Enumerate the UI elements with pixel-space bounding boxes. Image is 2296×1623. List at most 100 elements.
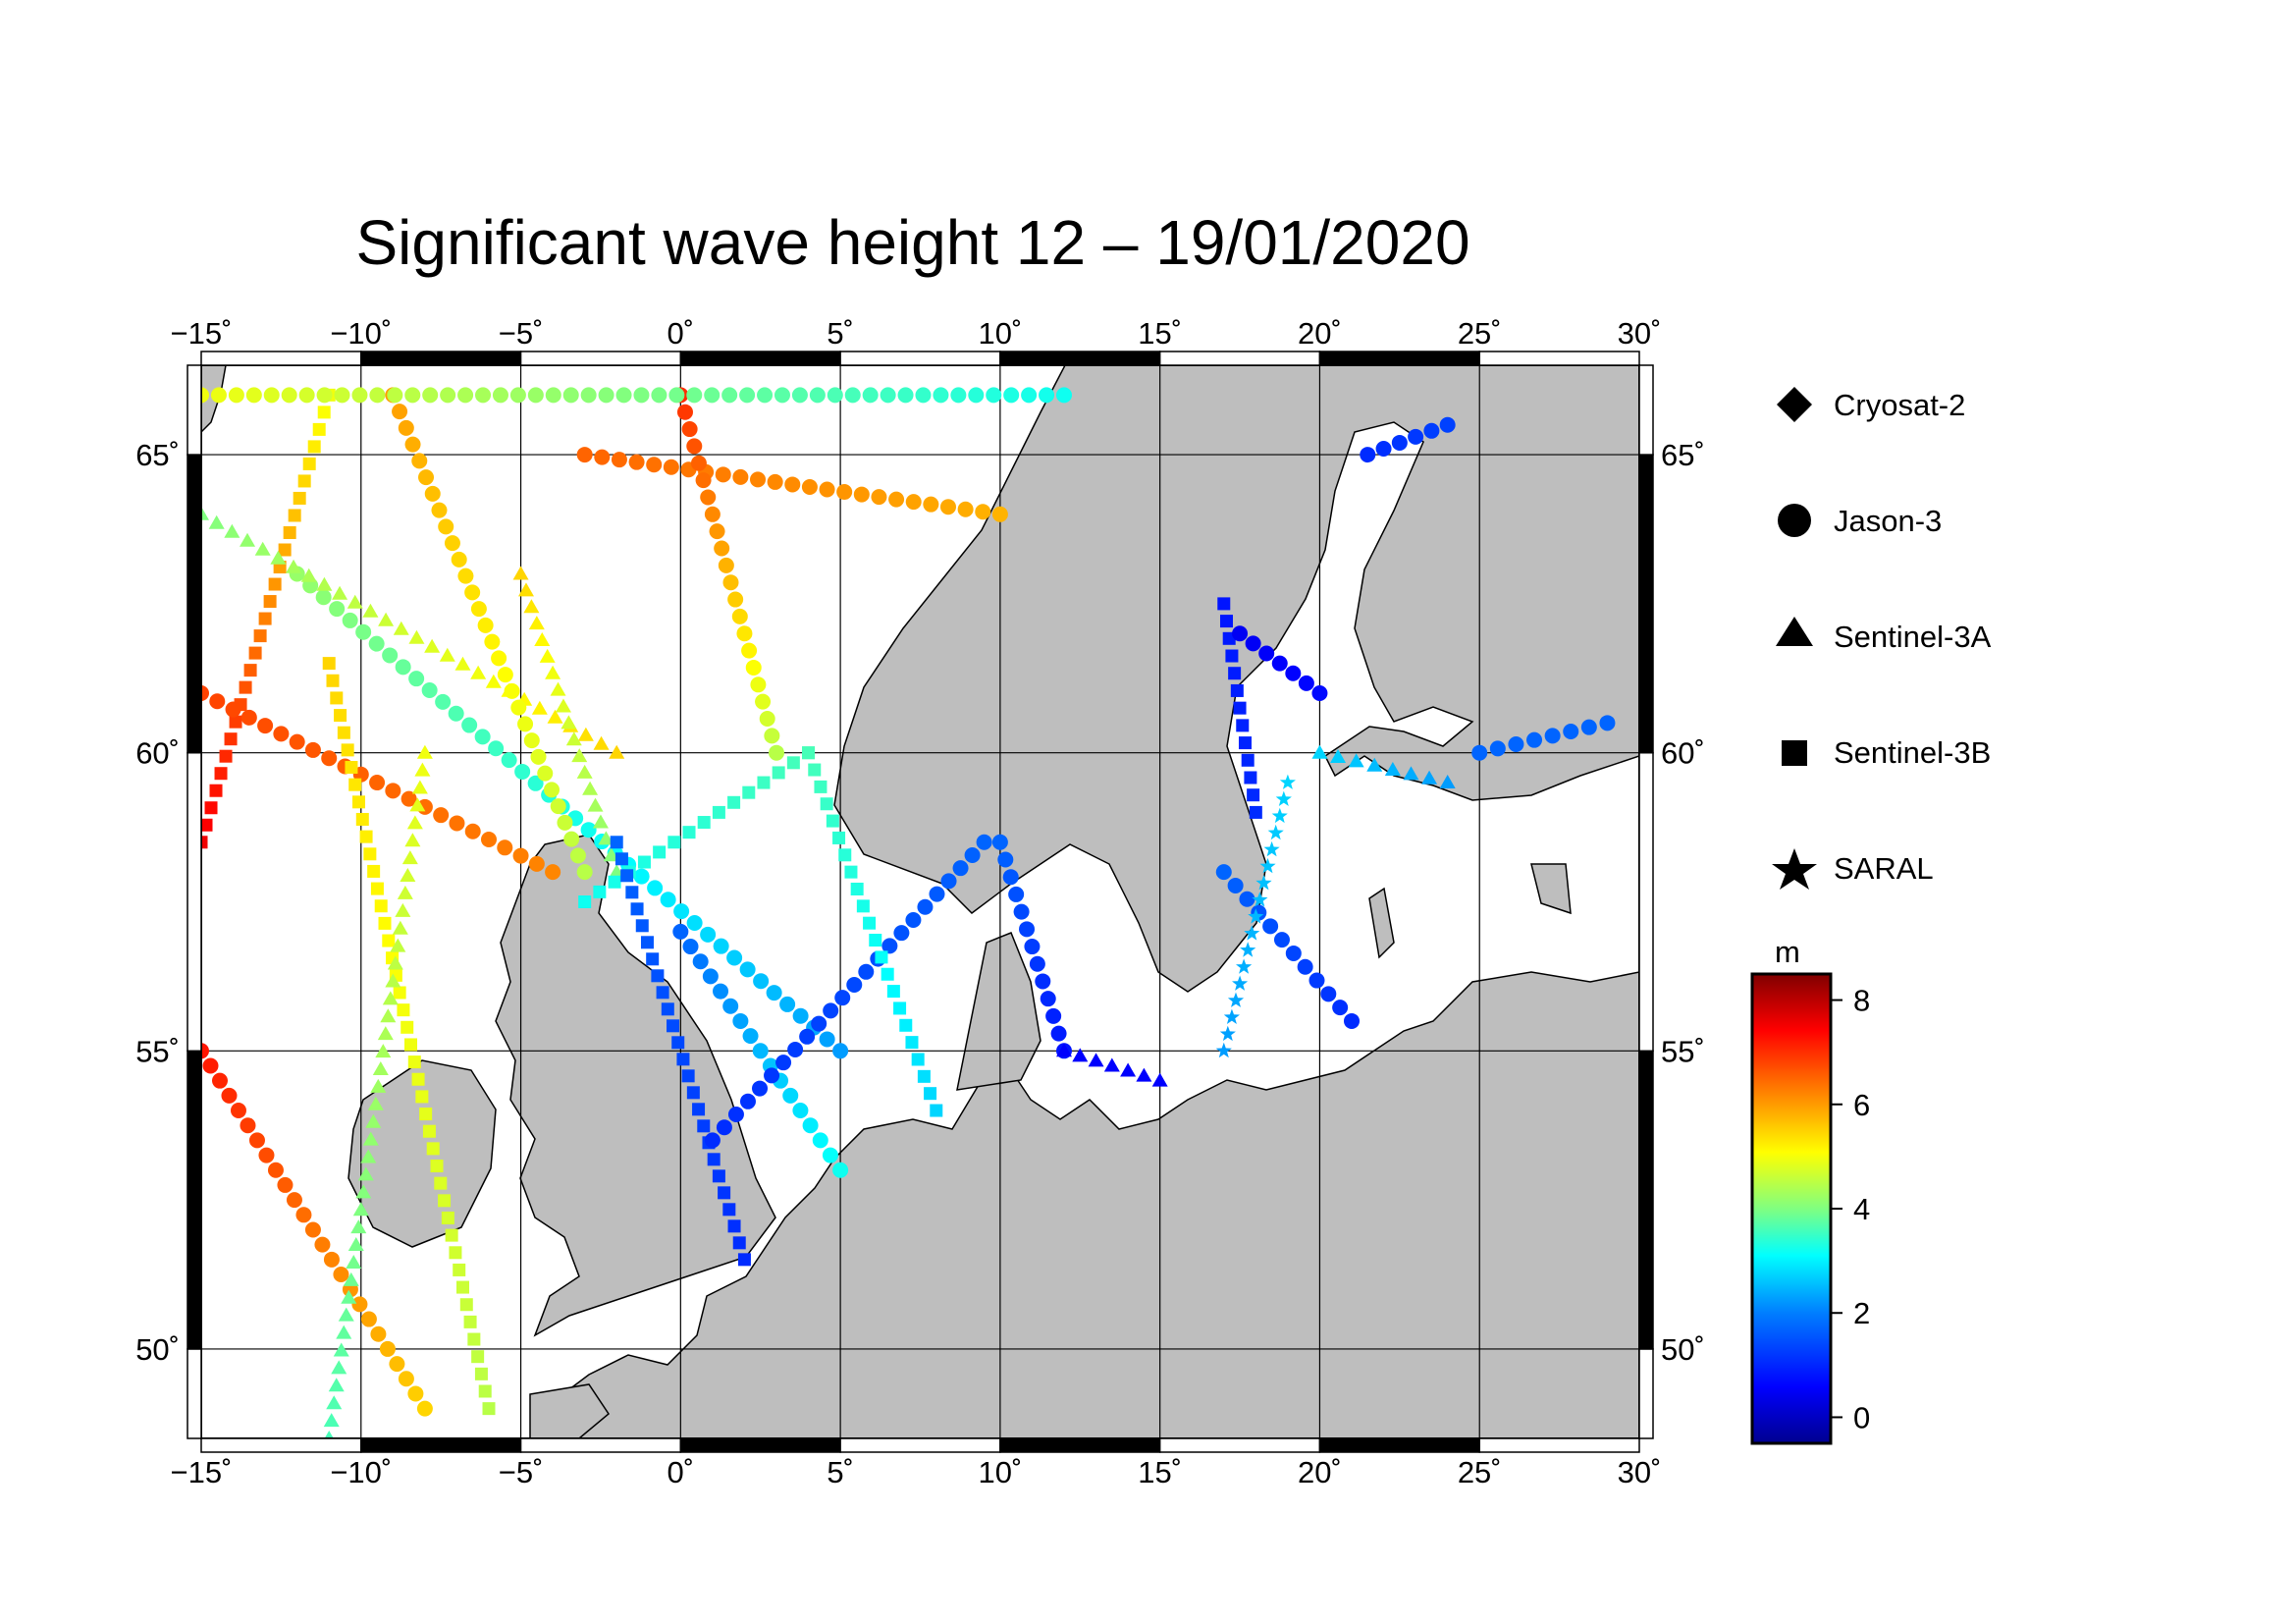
track-point (382, 991, 399, 1005)
track-point (732, 1012, 749, 1029)
track-point (775, 1055, 792, 1071)
track-point (682, 939, 699, 955)
track-point (424, 485, 441, 502)
graticule (201, 365, 1639, 1438)
track-point (681, 1069, 695, 1083)
track-point (449, 815, 465, 832)
track-point (426, 1142, 440, 1156)
track-point (329, 601, 346, 618)
track-point (1259, 857, 1276, 874)
track-point (1271, 655, 1288, 672)
track-point (517, 716, 534, 732)
track-point (385, 783, 401, 799)
track-point (304, 741, 321, 758)
frame-bar (839, 1437, 1001, 1453)
track-point (347, 594, 363, 609)
track-point (923, 496, 939, 513)
frame-bar (1158, 351, 1321, 366)
track-point (1375, 441, 1392, 458)
track-point (382, 647, 399, 664)
frame-bar (1158, 1437, 1321, 1453)
track-point (905, 911, 922, 928)
track-point (411, 1072, 425, 1086)
track-point (201, 818, 213, 832)
track-point (478, 1384, 492, 1398)
track-point (509, 387, 526, 404)
lon-tick-label: −15˚ (171, 1455, 233, 1489)
track-point (819, 481, 835, 498)
track-point (767, 473, 783, 490)
track-point (1151, 1072, 1168, 1087)
track-point (409, 797, 426, 812)
track-point (1508, 736, 1524, 753)
track-point (713, 938, 729, 954)
tick-labels: −15˚ −15˚ −10˚ −10˚ −5˚ −5˚ 0˚ 0˚ 5˚ 5˚ 10˚ 10˚ 15˚ 1… (135, 316, 1705, 1489)
track-point (1050, 1025, 1067, 1042)
track-point (991, 506, 1008, 522)
map-title: Significant wave height 12 – 19/01/2020 (355, 207, 1470, 278)
track-point (497, 667, 513, 683)
track-point (347, 1237, 364, 1252)
track-point (897, 387, 914, 404)
track-point (697, 1119, 711, 1133)
track-point (416, 744, 433, 759)
track-point (893, 1001, 907, 1015)
track-point (321, 750, 338, 767)
track-point (690, 455, 707, 471)
track-point (940, 873, 957, 890)
frame-bar (839, 351, 1001, 366)
track-point (1285, 945, 1302, 961)
track-point (704, 1132, 721, 1149)
satellite-legend: Cryosat-2 Jason-3 Sentinel-3A Sentinel-3… (1772, 387, 1992, 890)
track-point (1297, 958, 1313, 975)
track-point (351, 1296, 368, 1313)
track-point (739, 387, 756, 404)
track-point (893, 925, 910, 942)
track-point (221, 1087, 238, 1104)
track-point (1423, 422, 1440, 439)
track-point (802, 1117, 819, 1134)
track-point (1275, 790, 1292, 806)
track-point (598, 387, 614, 404)
frame-bar (1638, 454, 1654, 754)
lon-tick-label: 10˚ (978, 316, 1022, 351)
legend-item-sentinel-3b: Sentinel-3B (1782, 735, 1991, 770)
track-point (764, 728, 780, 744)
legend-label: Sentinel-3A (1834, 620, 1992, 654)
track-point (360, 1149, 377, 1163)
track-point (1239, 891, 1255, 907)
track-point (488, 740, 505, 757)
track-point (435, 693, 452, 710)
track-point (537, 765, 554, 782)
track-point (333, 1342, 349, 1357)
track-point (355, 623, 372, 640)
track-point (1439, 416, 1456, 433)
track-point (1136, 1067, 1152, 1082)
track-point (461, 717, 478, 733)
track-point (750, 471, 767, 488)
track-point (1029, 955, 1045, 972)
legend-item-cryosat-2: Cryosat-2 (1777, 387, 1965, 422)
track-point (370, 1078, 387, 1093)
track-point (444, 535, 460, 552)
track-point (836, 484, 853, 501)
track-point (307, 440, 321, 454)
track-point (323, 1251, 340, 1268)
lon-tick-label: 25˚ (1458, 316, 1502, 351)
track-point (1215, 1042, 1232, 1058)
track-point (209, 784, 223, 797)
track-point (367, 864, 381, 878)
track-point (933, 387, 949, 404)
track-point (603, 847, 619, 862)
track-point (531, 700, 548, 715)
track-point (326, 674, 340, 687)
track-point (277, 1176, 294, 1193)
frame-bar (200, 351, 362, 366)
track-point (905, 1036, 919, 1050)
track-point (635, 919, 649, 933)
track-point (869, 934, 882, 947)
track-point (1271, 807, 1288, 824)
track-point (1227, 992, 1245, 1007)
colorbar-tick-label: 8 (1853, 984, 1870, 1018)
track-point (856, 899, 870, 913)
